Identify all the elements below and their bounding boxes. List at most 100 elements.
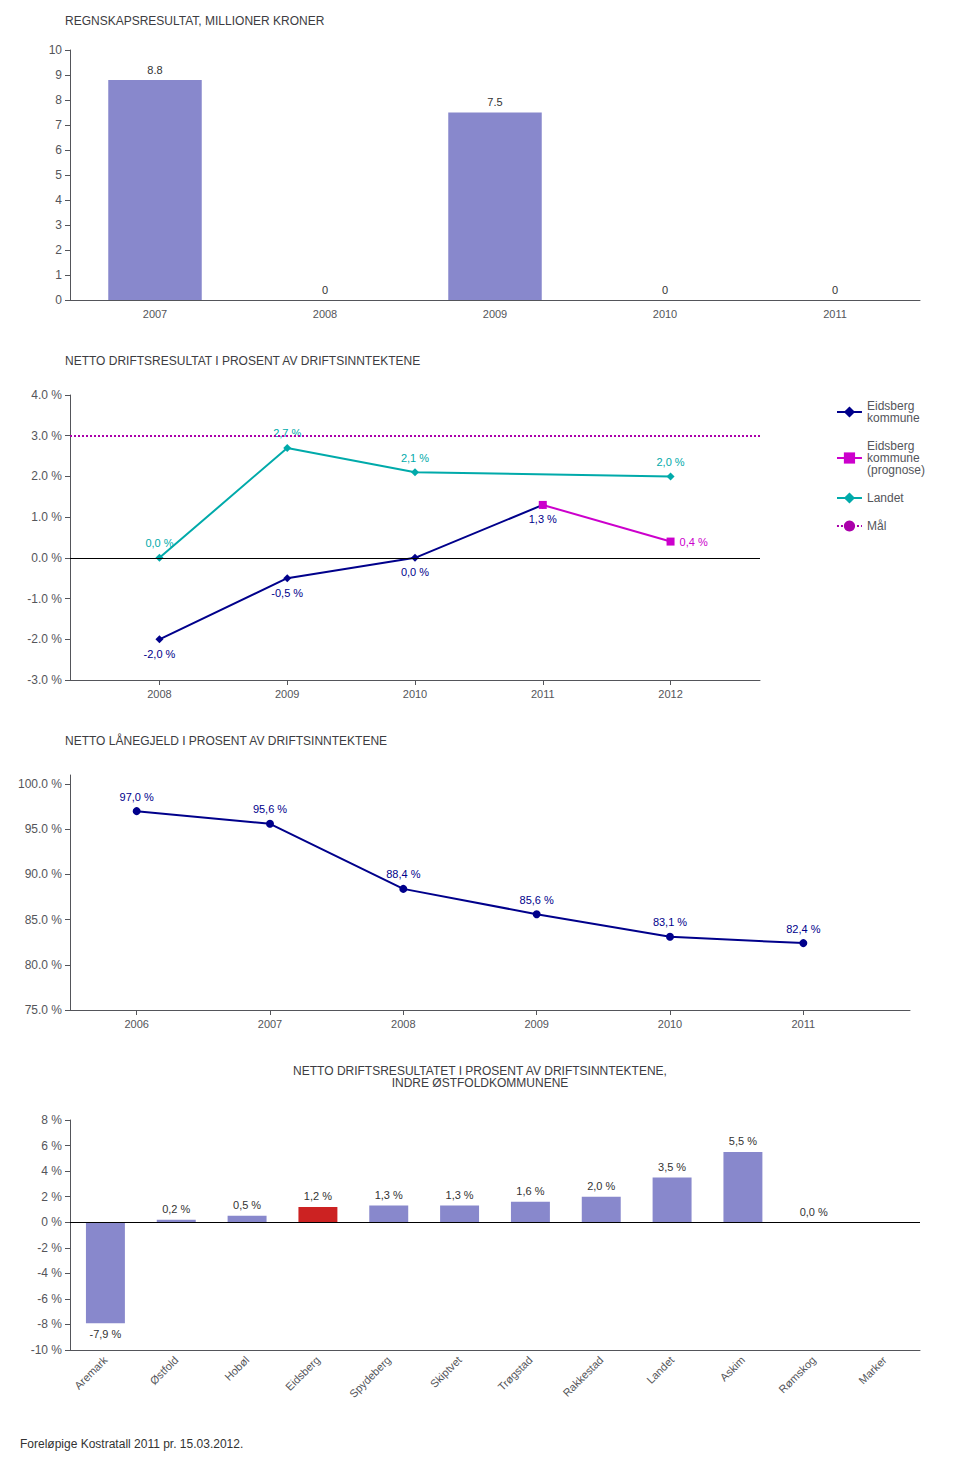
svg-text:2008: 2008 bbox=[313, 308, 337, 320]
svg-text:0,0 %: 0,0 % bbox=[800, 1206, 828, 1218]
svg-text:0: 0 bbox=[832, 284, 838, 296]
svg-text:Trøgstad: Trøgstad bbox=[495, 1354, 534, 1393]
svg-text:-10 %: -10 % bbox=[31, 1343, 63, 1357]
svg-text:85.0 %: 85.0 % bbox=[25, 913, 63, 927]
svg-text:Landet: Landet bbox=[867, 491, 904, 505]
svg-text:Spydeberg: Spydeberg bbox=[347, 1354, 393, 1400]
svg-text:-2 %: -2 % bbox=[37, 1241, 62, 1255]
svg-text:2,0 %: 2,0 % bbox=[587, 1180, 615, 1192]
svg-text:1,2 %: 1,2 % bbox=[304, 1190, 332, 1202]
svg-text:0,4 %: 0,4 % bbox=[680, 536, 708, 548]
svg-text:5,5 %: 5,5 % bbox=[729, 1135, 757, 1147]
svg-text:Mål: Mål bbox=[867, 519, 886, 533]
svg-text:2009: 2009 bbox=[275, 688, 299, 700]
svg-text:2.0 %: 2.0 % bbox=[31, 469, 62, 483]
svg-text:4 %: 4 % bbox=[41, 1164, 62, 1178]
svg-text:88,4 %: 88,4 % bbox=[386, 868, 420, 880]
svg-text:-7,9 %: -7,9 % bbox=[90, 1328, 122, 1340]
svg-text:2011: 2011 bbox=[792, 1018, 816, 1030]
svg-text:2011: 2011 bbox=[823, 308, 847, 320]
svg-text:Marker: Marker bbox=[856, 1354, 889, 1387]
svg-text:2: 2 bbox=[55, 243, 62, 257]
svg-text:1: 1 bbox=[55, 268, 62, 282]
svg-text:2 %: 2 % bbox=[41, 1190, 62, 1204]
svg-text:2012: 2012 bbox=[658, 688, 682, 700]
svg-text:2010: 2010 bbox=[653, 308, 677, 320]
svg-text:-3.0 %: -3.0 % bbox=[27, 673, 62, 687]
svg-text:0,5 %: 0,5 % bbox=[233, 1199, 261, 1211]
svg-text:1,3 %: 1,3 % bbox=[375, 1189, 403, 1201]
svg-text:-8 %: -8 % bbox=[37, 1317, 62, 1331]
svg-text:1,3 %: 1,3 % bbox=[529, 513, 557, 525]
svg-text:90.0 %: 90.0 % bbox=[25, 867, 63, 881]
svg-text:Askim: Askim bbox=[718, 1354, 748, 1384]
svg-text:-2,0 %: -2,0 % bbox=[144, 648, 176, 660]
svg-text:Skiptvet: Skiptvet bbox=[428, 1354, 464, 1390]
svg-text:2010: 2010 bbox=[403, 688, 427, 700]
svg-text:1,6 %: 1,6 % bbox=[516, 1185, 544, 1197]
svg-text:9: 9 bbox=[55, 68, 62, 82]
svg-text:0: 0 bbox=[55, 293, 62, 307]
svg-text:95.0 %: 95.0 % bbox=[25, 822, 63, 836]
svg-text:REGNSKAPSRESULTAT, MILLIONER K: REGNSKAPSRESULTAT, MILLIONER KRONER bbox=[65, 14, 325, 28]
svg-text:3: 3 bbox=[55, 218, 62, 232]
svg-text:10: 10 bbox=[49, 43, 63, 57]
svg-text:0,0 %: 0,0 % bbox=[145, 537, 173, 549]
svg-text:Østfold: Østfold bbox=[147, 1354, 180, 1387]
svg-text:0: 0 bbox=[662, 284, 668, 296]
svg-text:80.0 %: 80.0 % bbox=[25, 958, 63, 972]
svg-text:85,6 %: 85,6 % bbox=[520, 894, 554, 906]
svg-text:6: 6 bbox=[55, 143, 62, 157]
svg-text:0,0 %: 0,0 % bbox=[401, 566, 429, 578]
svg-text:-2.0 %: -2.0 % bbox=[27, 632, 62, 646]
svg-text:4: 4 bbox=[55, 193, 62, 207]
svg-text:NETTO DRIFTSRESULTAT I PROSENT: NETTO DRIFTSRESULTAT I PROSENT AV DRIFTS… bbox=[65, 354, 420, 368]
svg-text:97,0 %: 97,0 % bbox=[120, 791, 154, 803]
svg-text:Hobøl: Hobøl bbox=[222, 1354, 251, 1383]
svg-text:75.0 %: 75.0 % bbox=[25, 1003, 63, 1017]
svg-text:8 %: 8 % bbox=[41, 1113, 62, 1127]
svg-text:2,1 %: 2,1 % bbox=[401, 452, 429, 464]
svg-text:-4 %: -4 % bbox=[37, 1266, 62, 1280]
svg-text:Rømskog: Rømskog bbox=[776, 1354, 818, 1396]
svg-text:2009: 2009 bbox=[483, 308, 507, 320]
svg-text:Aremark: Aremark bbox=[72, 1353, 110, 1391]
svg-text:NETTO LÅNEGJELD I PROSENT AV D: NETTO LÅNEGJELD I PROSENT AV DRIFTSINNTE… bbox=[65, 733, 387, 748]
svg-text:0.0 %: 0.0 % bbox=[31, 551, 62, 565]
svg-text:0,2 %: 0,2 % bbox=[162, 1203, 190, 1215]
svg-text:2006: 2006 bbox=[124, 1018, 148, 1030]
svg-text:2010: 2010 bbox=[658, 1018, 682, 1030]
svg-text:2009: 2009 bbox=[524, 1018, 548, 1030]
svg-text:-6 %: -6 % bbox=[37, 1292, 62, 1306]
svg-text:0: 0 bbox=[322, 284, 328, 296]
svg-text:2,7 %: 2,7 % bbox=[273, 427, 301, 439]
svg-text:INDRE ØSTFOLDKOMMUNENE: INDRE ØSTFOLDKOMMUNENE bbox=[392, 1076, 569, 1090]
svg-text:(prognose): (prognose) bbox=[867, 463, 925, 477]
svg-text:7.5: 7.5 bbox=[487, 96, 502, 108]
svg-text:2007: 2007 bbox=[143, 308, 167, 320]
svg-text:6 %: 6 % bbox=[41, 1139, 62, 1153]
svg-text:8: 8 bbox=[55, 93, 62, 107]
svg-text:7: 7 bbox=[55, 118, 62, 132]
svg-text:1,3 %: 1,3 % bbox=[446, 1189, 474, 1201]
svg-text:3.0 %: 3.0 % bbox=[31, 429, 62, 443]
svg-text:2011: 2011 bbox=[531, 688, 555, 700]
svg-text:95,6 %: 95,6 % bbox=[253, 803, 287, 815]
svg-text:4.0 %: 4.0 % bbox=[31, 388, 62, 402]
svg-text:2008: 2008 bbox=[391, 1018, 415, 1030]
svg-text:-1.0 %: -1.0 % bbox=[27, 592, 62, 606]
svg-text:82,4 %: 82,4 % bbox=[786, 923, 820, 935]
svg-text:0 %: 0 % bbox=[41, 1215, 62, 1229]
svg-text:83,1 %: 83,1 % bbox=[653, 916, 687, 928]
svg-text:5: 5 bbox=[55, 168, 62, 182]
svg-text:2008: 2008 bbox=[147, 688, 171, 700]
svg-text:Eidsberg: Eidsberg bbox=[283, 1354, 322, 1393]
svg-text:-0,5 %: -0,5 % bbox=[271, 587, 303, 599]
svg-text:Foreløpige Kostratall 2011 pr.: Foreløpige Kostratall 2011 pr. 15.03.201… bbox=[20, 1437, 243, 1451]
svg-text:2,0 %: 2,0 % bbox=[656, 456, 684, 468]
svg-text:100.0 %: 100.0 % bbox=[18, 777, 62, 791]
svg-text:2007: 2007 bbox=[258, 1018, 282, 1030]
svg-text:1.0 %: 1.0 % bbox=[31, 510, 62, 524]
svg-text:3,5 %: 3,5 % bbox=[658, 1161, 686, 1173]
svg-text:8.8: 8.8 bbox=[147, 64, 162, 76]
